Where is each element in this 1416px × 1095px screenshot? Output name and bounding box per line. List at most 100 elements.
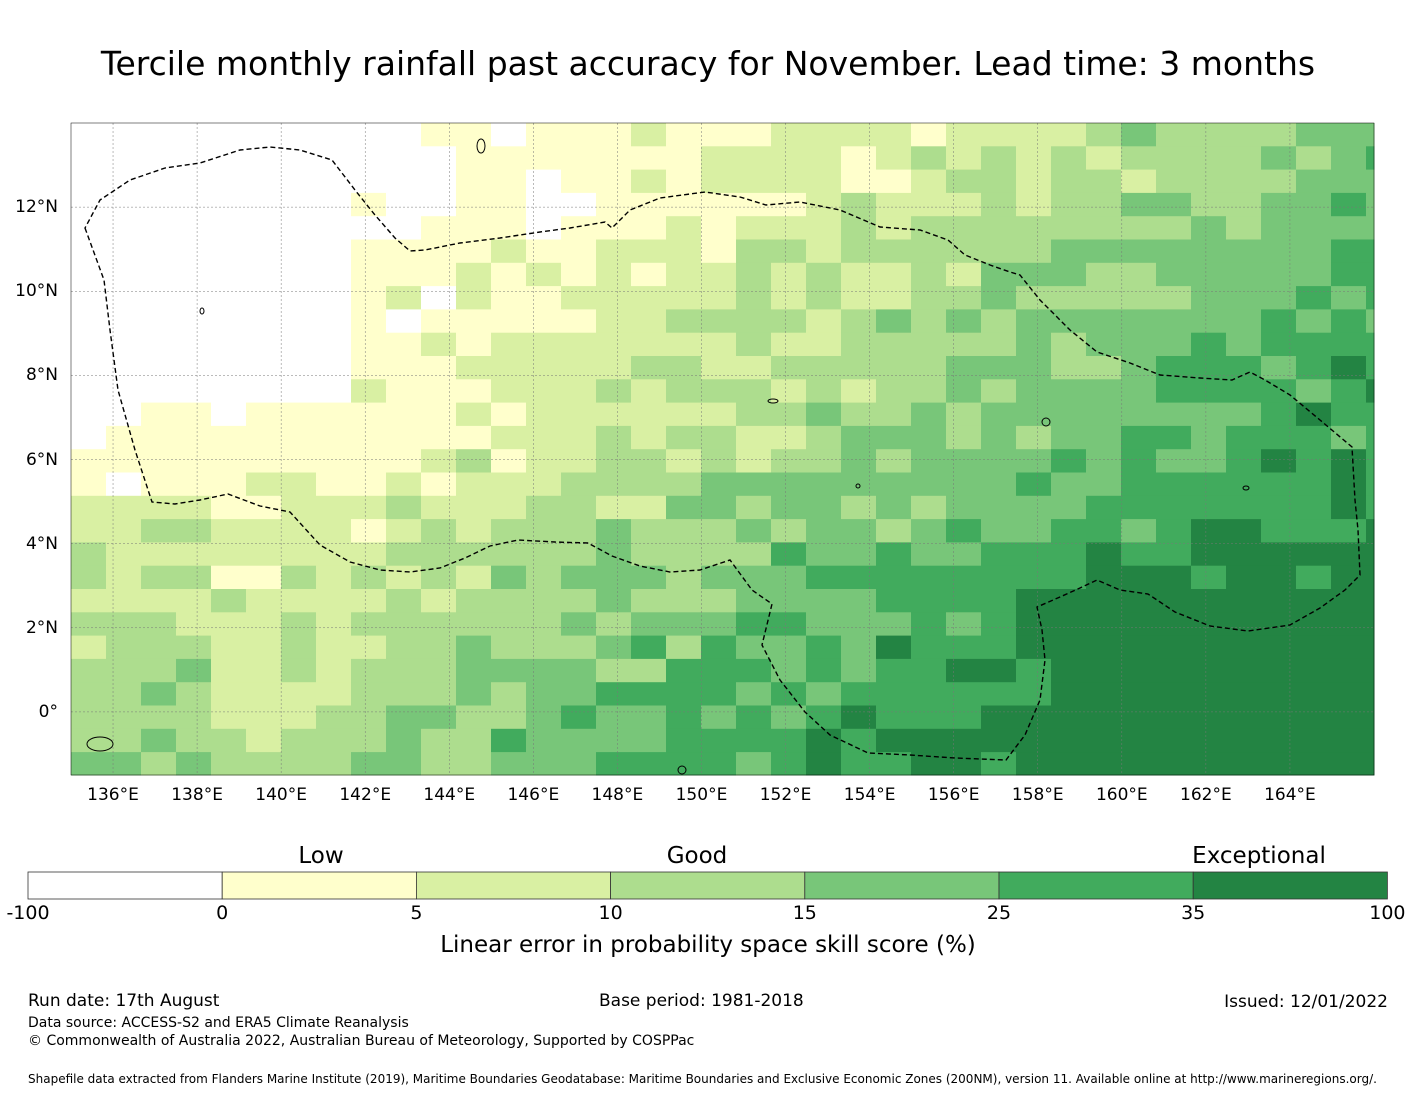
grid-cell <box>666 728 702 753</box>
grid-cell <box>1296 216 1332 240</box>
grid-cell <box>1191 425 1227 450</box>
grid-cell <box>176 682 212 706</box>
grid-cell <box>561 332 597 357</box>
grid-cell <box>1366 635 1375 660</box>
grid-cell <box>211 658 247 683</box>
grid-cell <box>1366 356 1375 380</box>
grid-cell <box>841 565 877 590</box>
grid-cell <box>946 752 982 776</box>
grid-cell <box>1086 286 1122 310</box>
grid-cell <box>106 705 142 730</box>
grid-cell <box>666 682 702 706</box>
grid-cell <box>1121 565 1157 590</box>
grid-cell <box>421 262 457 287</box>
grid-cell <box>351 542 387 567</box>
grid-cell <box>281 658 317 683</box>
grid-cell <box>491 495 527 520</box>
grid-cell <box>701 682 737 706</box>
latitude-tick-label: 10°N <box>15 281 58 302</box>
grid-cell <box>106 379 142 404</box>
grid-cell <box>981 379 1017 404</box>
grid-cell <box>491 519 527 543</box>
grid-cell <box>1191 309 1227 334</box>
grid-cell <box>526 192 562 217</box>
grid-cell <box>1121 262 1157 287</box>
grid-cell <box>1191 262 1227 287</box>
grid-cell <box>526 635 562 660</box>
grid-cell <box>876 309 912 334</box>
grid-cell <box>141 495 177 520</box>
grid-cell <box>1121 519 1157 543</box>
grid-cell <box>631 379 667 404</box>
grid-cell <box>736 728 772 753</box>
grid-cell <box>1016 262 1052 287</box>
grid-cell <box>841 425 877 450</box>
grid-cell <box>981 286 1017 310</box>
grid-cell <box>351 216 387 240</box>
grid-cell <box>1086 262 1122 287</box>
grid-cell <box>456 682 492 706</box>
grid-cell <box>1016 565 1052 590</box>
grid-cell <box>526 705 562 730</box>
grid-cell <box>351 425 387 450</box>
grid-cell <box>981 356 1017 380</box>
grid-cell <box>561 239 597 264</box>
longitude-tick-label: 152°E <box>759 785 812 805</box>
colorbar-tick-label: 15 <box>792 902 817 924</box>
grid-cell <box>1051 402 1087 427</box>
grid-cell <box>1086 169 1122 194</box>
grid-cell <box>1296 356 1332 380</box>
data-source: Data source: ACCESS-S2 and ERA5 Climate … <box>28 1015 409 1031</box>
grid-cell <box>1016 123 1052 147</box>
grid-cell <box>1051 565 1087 590</box>
grid-cell <box>71 542 107 567</box>
grid-cell <box>1051 542 1087 567</box>
grid-cell <box>1296 542 1332 567</box>
grid-cell <box>841 705 877 730</box>
grid-cell <box>806 309 842 334</box>
grid-cell <box>176 192 212 217</box>
grid-cell <box>316 472 352 497</box>
colorbar-tick-label: 25 <box>986 902 1012 924</box>
grid-cell <box>1331 309 1367 334</box>
grid-cell <box>281 682 317 706</box>
grid-cell <box>596 239 632 264</box>
grid-cell <box>421 565 457 590</box>
grid-cell <box>841 286 877 310</box>
grid-cell <box>1016 589 1052 613</box>
grid-cell <box>596 309 632 334</box>
grid-cell <box>456 309 492 334</box>
grid-cell <box>1086 379 1122 404</box>
grid-cell <box>1296 519 1332 543</box>
grid-cell <box>876 565 912 590</box>
grid-cell <box>631 682 667 706</box>
grid-cell <box>736 495 772 520</box>
grid-cell <box>351 658 387 683</box>
grid-cell <box>1226 728 1262 753</box>
grid-cell <box>596 402 632 427</box>
grid-cell <box>1051 146 1087 171</box>
grid-cell <box>316 589 352 613</box>
grid-cell <box>1296 192 1332 217</box>
grid-cell <box>666 192 702 217</box>
grid-cell <box>1156 192 1192 217</box>
grid-cell <box>876 192 912 217</box>
grid-cell <box>561 216 597 240</box>
grid-cell <box>806 356 842 380</box>
grid-cell <box>596 123 632 147</box>
grid-cell <box>1086 449 1122 473</box>
grid-cell <box>456 192 492 217</box>
grid-cell <box>1331 612 1367 637</box>
grid-cell <box>876 332 912 357</box>
grid-cell <box>1016 216 1052 240</box>
grid-cell <box>876 146 912 171</box>
grid-cell <box>806 239 842 264</box>
grid-cell <box>1191 752 1227 776</box>
grid-cell <box>386 309 422 334</box>
grid-cell <box>526 565 562 590</box>
grid-cell <box>596 635 632 660</box>
grid-cell <box>176 286 212 310</box>
grid-cell <box>841 728 877 753</box>
grid-cell <box>666 123 702 147</box>
grid-cell <box>211 216 247 240</box>
